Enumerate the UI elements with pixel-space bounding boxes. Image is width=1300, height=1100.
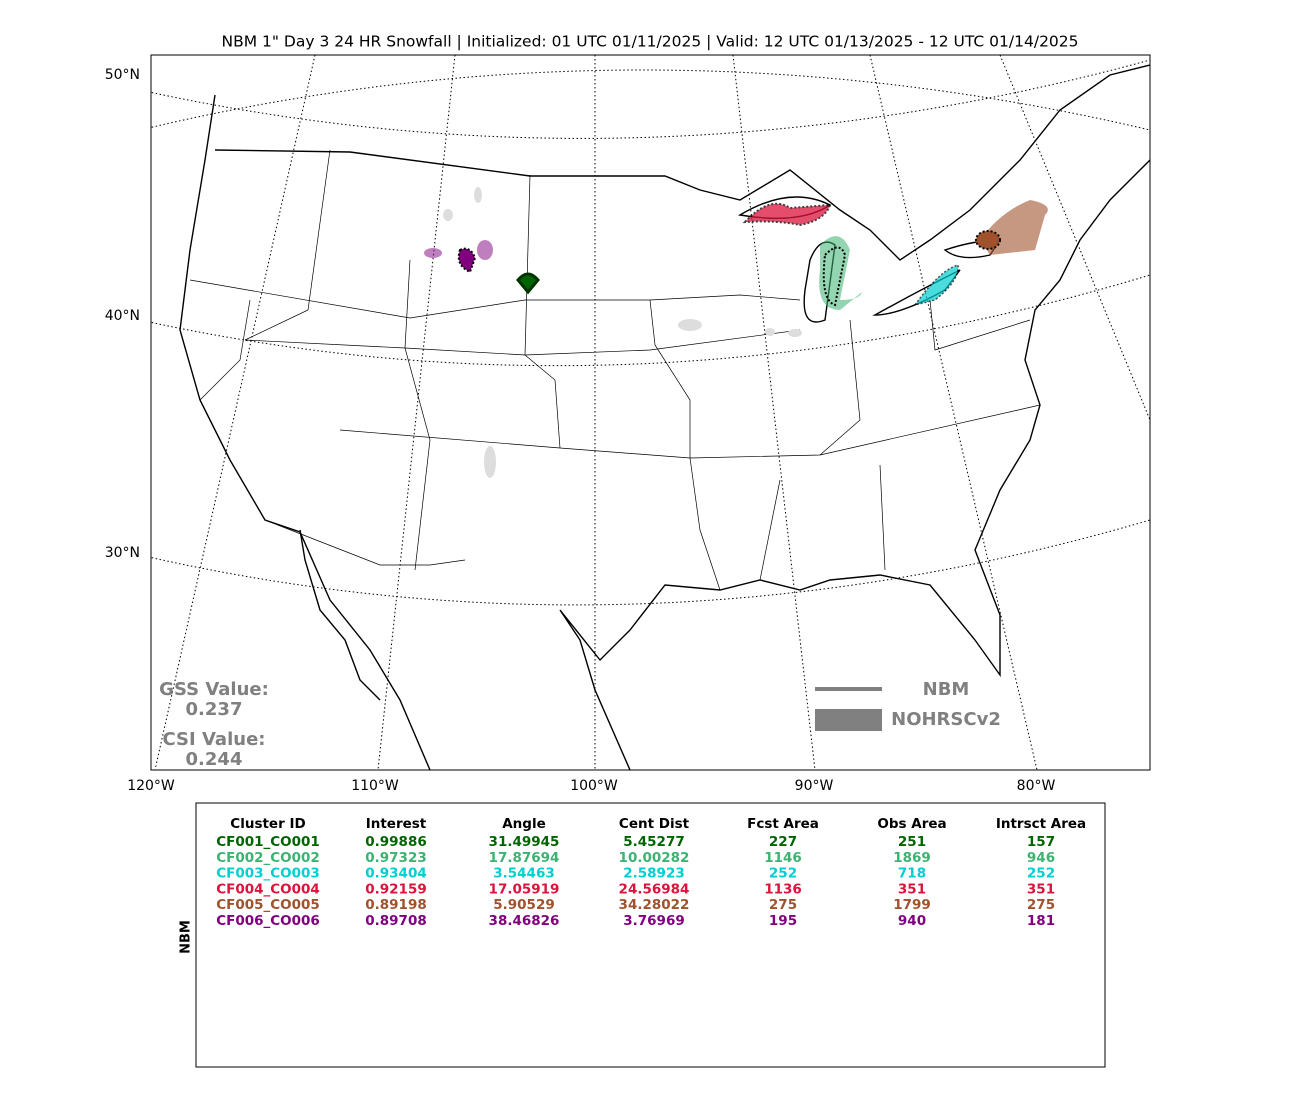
lat-label: 50°N [105,67,140,83]
score-label: GSS Value: [159,679,269,700]
column-header: Fcst Area [747,816,819,832]
table-cell: 17.87694 [489,850,560,866]
snow-objects [424,187,1048,478]
table-cell: 351 [898,881,926,897]
table-cell: 940 [898,913,926,929]
legend: NBM NOHRSCv2 [815,679,1001,731]
table-cell: 1146 [764,850,802,866]
table-cell: 2.58923 [623,866,685,882]
column-header: Cent Dist [619,816,690,832]
column-header: Cluster ID [230,816,305,832]
column-header: Obs Area [877,816,946,832]
table-cell: 718 [898,866,926,882]
lat-label: 30°N [105,545,140,561]
table-side-label: NBM [179,920,194,954]
table-frame [195,802,1106,1068]
table-cell: 1799 [893,897,931,913]
table-cell: 275 [769,897,797,913]
lat-label: 40°N [105,308,140,324]
table-cell: 0.89198 [365,897,427,913]
table-cell: 3.54463 [493,866,555,882]
table-cell: 34.28022 [619,897,690,913]
table-cell: 0.92159 [365,881,427,897]
table-cell: 157 [1027,834,1055,850]
column-header: Interest [366,816,427,832]
table-cell: 17.05919 [489,881,560,897]
lon-label: 110°W [351,778,399,794]
table-cell: CF004_CO004 [216,881,320,897]
table-cell: 0.89708 [365,913,427,929]
map: NBM NOHRSCv2 [150,54,1151,771]
column-header: Angle [502,816,546,832]
table-cell: 181 [1027,913,1055,929]
lon-label: 80°W [1017,778,1056,794]
legend-label: NBM [923,679,970,700]
column-header: Intrsct Area [996,816,1086,832]
score-value: 0.237 [186,699,243,720]
table-cell: 252 [1027,866,1055,882]
table-cell: 38.46826 [489,913,560,929]
table-cell: CF002_CO002 [216,850,320,866]
table-cell: 351 [1027,881,1055,897]
table-cell: 24.56984 [619,881,690,897]
table-cell: 251 [898,834,926,850]
table-cell: 1869 [893,850,931,866]
table-cell: 195 [769,913,797,929]
table-cell: CF005_CO005 [216,897,320,913]
state-borders [189,149,1041,591]
table-cell: 0.99886 [365,834,427,850]
lon-label: 100°W [570,778,618,794]
table-cell: 5.45277 [623,834,685,850]
table-cell: 1136 [764,881,802,897]
score-value: 0.244 [186,749,243,770]
lon-label: 90°W [795,778,834,794]
table-cell: 5.90529 [493,897,555,913]
table-cell: 0.97323 [365,850,427,866]
table-cell: 275 [1027,897,1055,913]
table-cell: 252 [769,866,797,882]
table-cell: 31.49945 [489,834,560,850]
score-label: CSI Value: [163,729,266,750]
table-cell: 227 [769,834,797,850]
graticule [151,55,1150,770]
table-cell: CF006_CO006 [216,913,320,929]
table-cell: 946 [1027,850,1055,866]
table-cell: 3.76969 [623,913,685,929]
legend-patch [815,709,882,731]
lon-label: 120°W [127,778,175,794]
table-cell: CF001_CO001 [216,834,320,850]
legend-label: NOHRSCv2 [891,709,1001,730]
title: NBM 1" Day 3 24 HR Snowfall | Initialize… [221,33,1078,51]
table-cell: 10.00282 [619,850,690,866]
table-cell: CF003_CO003 [216,866,320,882]
table-cell: 0.93404 [365,866,427,882]
